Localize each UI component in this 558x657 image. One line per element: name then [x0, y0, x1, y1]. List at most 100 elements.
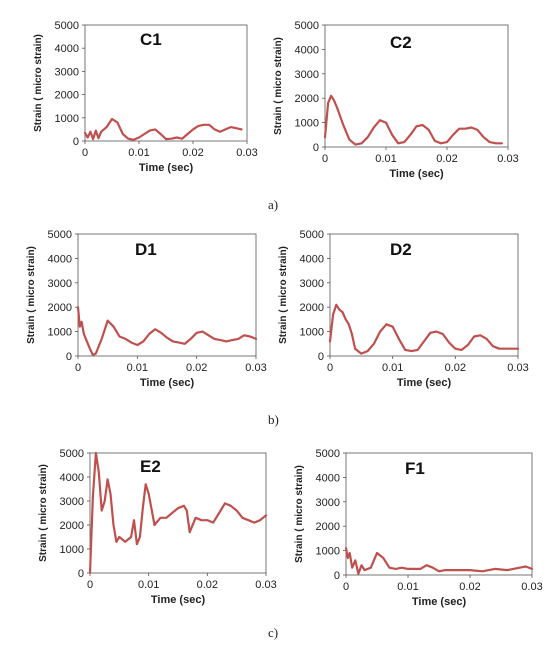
y-tick-label: 5000	[295, 20, 319, 32]
x-axis-label: Time (sec)	[389, 168, 444, 180]
x-tick-label: 0.02	[186, 362, 207, 374]
y-tick-label: 3000	[295, 69, 319, 81]
x-tick-label: 0.03	[521, 581, 542, 593]
x-tick-label: 0.03	[255, 579, 276, 591]
y-tick-label: 0	[73, 136, 79, 148]
y-tick-label: 4000	[60, 472, 84, 484]
series-line	[344, 547, 534, 575]
y-axis-label: Strain ( micro strain)	[26, 246, 37, 344]
x-tick-label: 0.01	[127, 362, 148, 374]
x-axis-label: Time (sec)	[412, 596, 467, 608]
x-tick-label: 0	[343, 581, 349, 593]
y-axis-label: Strain ( micro strain)	[33, 34, 44, 132]
y-tick-label: 4000	[55, 43, 79, 55]
x-tick-label: 0.02	[459, 581, 480, 593]
chart-panel-d1: 0 1000 2000 3000 4000 5000 0 0.01 0.02 0.03 Time (…	[26, 229, 267, 389]
x-tick-label: 0	[82, 147, 88, 159]
x-tick-label: 0.01	[138, 579, 159, 591]
y-tick-label: 5000	[316, 448, 340, 460]
series-line	[88, 451, 268, 575]
y-tick-label: 2000	[55, 90, 79, 102]
x-axis-label: Time (sec)	[151, 594, 206, 606]
y-tick-label: 4000	[300, 253, 324, 265]
x-tick-label: 0.03	[236, 147, 257, 159]
y-tick-label: 0	[78, 568, 84, 580]
x-tick-label: 0	[75, 362, 81, 374]
y-tick-label: 2000	[60, 520, 84, 532]
y-tick-label: 3000	[60, 496, 84, 508]
y-tick-label: 5000	[55, 20, 79, 32]
y-tick-label: 3000	[316, 497, 340, 509]
chart-panel-f1: 0 1000 2000 3000 4000 5000 0 0.01 0.02 0.03 Time (…	[294, 448, 543, 608]
y-tick-label: 2000	[300, 302, 324, 314]
y-tick-label: 0	[318, 351, 324, 363]
y-tick-label: 3000	[55, 66, 79, 78]
y-tick-label: 0	[66, 351, 72, 363]
x-tick-label: 0.02	[445, 362, 466, 374]
series-line	[328, 303, 520, 355]
x-tick-label: 0.01	[382, 362, 403, 374]
row-caption-a: a)	[268, 197, 279, 212]
row-caption-b: b)	[268, 412, 279, 427]
series-line	[76, 306, 258, 356]
y-tick-label: 0	[334, 570, 340, 582]
y-tick-label: 1000	[60, 544, 84, 556]
chart-title: F1	[405, 459, 425, 478]
chart-title: C2	[390, 33, 412, 52]
chart-panel-d2: 0 1000 2000 3000 4000 5000 0 0.01 0.02 0.03 Time (…	[278, 229, 529, 389]
chart-title: D2	[390, 240, 412, 259]
x-tick-label: 0.02	[197, 579, 218, 591]
chart-panel-c2: 0 1000 2000 3000 4000 5000 0 0.01 0.02 0.03 Time (…	[273, 20, 519, 180]
y-axis-label: Strain ( micro strain)	[278, 246, 289, 344]
x-tick-label: 0.01	[128, 147, 149, 159]
y-tick-label: 2000	[48, 302, 72, 314]
chart-title: D1	[135, 240, 157, 259]
x-tick-label: 0.01	[375, 153, 396, 165]
y-tick-label: 0	[313, 142, 319, 154]
y-tick-label: 5000	[300, 229, 324, 241]
plot-area	[324, 24, 509, 148]
x-tick-label: 0.03	[507, 362, 528, 374]
y-tick-label: 3000	[48, 278, 72, 290]
y-tick-label: 5000	[60, 448, 84, 460]
plot-area	[84, 24, 248, 142]
plot-area	[89, 452, 267, 574]
y-tick-label: 5000	[48, 229, 72, 241]
y-tick-label: 4000	[295, 44, 319, 56]
y-tick-label: 1000	[55, 113, 79, 125]
x-axis-label: Time (sec)	[139, 162, 194, 174]
x-tick-label: 0.03	[497, 153, 518, 165]
plot-area	[329, 233, 519, 357]
x-tick-label: 0.03	[245, 362, 266, 374]
series-line	[83, 117, 243, 141]
y-axis-label: Strain ( micro strain)	[38, 464, 49, 562]
y-tick-label: 3000	[300, 278, 324, 290]
chart-title: C1	[140, 30, 162, 49]
x-tick-label: 0.02	[182, 147, 203, 159]
y-tick-label: 2000	[316, 521, 340, 533]
y-tick-label: 1000	[300, 327, 324, 339]
y-tick-label: 2000	[295, 93, 319, 105]
chart-panel-e2: 0 1000 2000 3000 4000 5000 0 0.01 0.02 0.03 Time (…	[38, 448, 277, 606]
x-tick-label: 0	[322, 153, 328, 165]
x-tick-label: 0.02	[436, 153, 457, 165]
y-tick-label: 1000	[295, 118, 319, 130]
x-tick-label: 0	[327, 362, 333, 374]
x-tick-label: 0	[87, 579, 93, 591]
x-axis-label: Time (sec)	[140, 377, 195, 389]
y-axis-label: Strain ( micro strain)	[294, 465, 305, 563]
y-tick-label: 1000	[316, 546, 340, 558]
x-tick-label: 0.01	[397, 581, 418, 593]
y-axis-label: Strain ( micro strain)	[273, 37, 284, 135]
plot-area	[345, 452, 533, 576]
plot-area	[77, 233, 257, 357]
y-tick-label: 1000	[48, 327, 72, 339]
series-line	[323, 94, 503, 146]
y-tick-label: 4000	[48, 253, 72, 265]
chart-title: E2	[140, 457, 161, 476]
x-axis-label: Time (sec)	[397, 377, 452, 389]
chart-panel-c1: 0 1000 2000 3000 4000 5000 0 0.01 0.02 0.03 Time (…	[33, 20, 258, 174]
y-tick-label: 4000	[316, 472, 340, 484]
row-caption-c: c)	[268, 625, 279, 640]
